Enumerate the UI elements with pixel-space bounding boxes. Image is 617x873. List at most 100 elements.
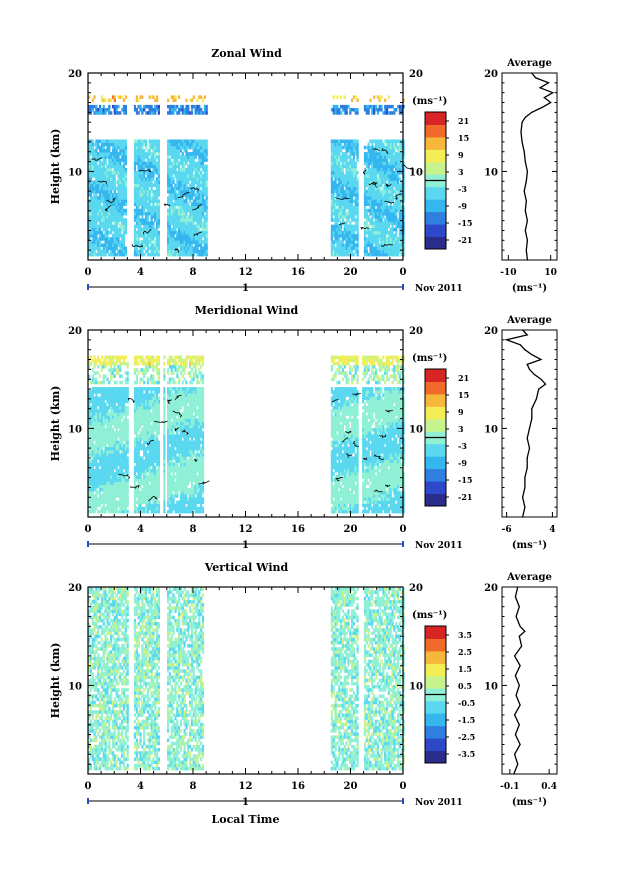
heatmap-cell (334, 183, 337, 188)
heatmap-cell (376, 177, 379, 181)
heatmap-cell (119, 252, 122, 257)
heatmap-cell (172, 158, 175, 162)
heatmap-cell (135, 509, 138, 514)
heatmap-cell (168, 139, 171, 143)
heatmap-cell (352, 164, 356, 169)
heatmap-cell (145, 371, 148, 375)
heatmap-cell (174, 155, 177, 159)
heatmap-cell (343, 230, 346, 235)
heatmap-cell (393, 234, 396, 238)
heatmap-cell (91, 145, 94, 150)
heatmap-cell (369, 161, 372, 166)
heatmap-cell (152, 243, 155, 247)
heatmap-cell (157, 155, 160, 159)
heatmap-cell (97, 462, 100, 467)
heatmap-cell (141, 371, 144, 375)
heatmap-cell (168, 224, 171, 229)
heatmap-cell (176, 139, 179, 143)
heatmap-cell (378, 142, 381, 147)
heatmap-cell (157, 174, 160, 178)
heatmap-cell (179, 196, 183, 200)
heatmap-cell (393, 111, 396, 115)
heatmap-cell (143, 431, 146, 435)
heatmap-cell (373, 174, 376, 178)
heatmap-cell (374, 202, 378, 206)
heatmap-cell (88, 421, 91, 426)
heatmap-cell (373, 199, 376, 203)
heatmap-cell (349, 237, 352, 241)
heatmap-cell (143, 149, 146, 153)
heatmap-cell (106, 205, 109, 210)
heatmap-cell (143, 358, 146, 363)
heatmap-cell (378, 158, 381, 162)
heatmap-cell (334, 161, 337, 166)
heatmap-cell (203, 152, 206, 156)
heatmap-cell (393, 240, 396, 244)
heatmap-cell (111, 509, 115, 514)
heatmap-cell (102, 164, 105, 169)
heatmap-cell (143, 368, 146, 372)
heatmap-cell (122, 487, 126, 492)
heatmap-cell (119, 453, 122, 457)
heatmap-cell (200, 212, 203, 216)
heatmap-cell (89, 415, 92, 419)
heatmap-cell (365, 243, 368, 247)
heatmap-cell (141, 246, 144, 251)
heatmap-cell (102, 387, 105, 391)
heatmap-cell (190, 202, 194, 206)
heatmap-cell (99, 361, 102, 366)
heatmap-cell (374, 155, 378, 159)
heatmap-cell (181, 243, 184, 247)
heatmap-cell (334, 174, 337, 178)
heatmap-cell (135, 491, 138, 495)
heatmap-cell (137, 506, 140, 511)
heatmap-cell (141, 139, 144, 143)
heatmap-cell (113, 497, 116, 501)
heatmap-cell (380, 139, 383, 143)
heatmap-cell (145, 171, 148, 175)
heatmap-cell (139, 472, 142, 476)
heatmap-cell (110, 196, 113, 200)
heatmap-cell (93, 500, 96, 504)
heatmap-cell (384, 164, 387, 169)
heatmap-cell (391, 240, 394, 244)
heatmap-cell (176, 240, 179, 244)
heatmap-cell (167, 183, 170, 188)
heatmap-cell (395, 221, 398, 225)
heatmap-cell (150, 208, 153, 213)
heatmap-cell (137, 440, 140, 445)
heatmap-cell (385, 230, 389, 235)
heatmap-cell (146, 240, 149, 244)
heatmap-cell (183, 221, 186, 225)
heatmap-cell (200, 249, 203, 254)
heatmap-cell (88, 484, 91, 489)
heatmap-cell (99, 174, 102, 178)
heatmap-cell (99, 406, 102, 410)
heatmap-cell (99, 167, 102, 172)
heatmap-cell (181, 164, 184, 169)
heatmap-cell (104, 487, 107, 492)
heatmap-cell (154, 164, 157, 169)
heatmap-cell (137, 509, 140, 514)
heatmap-cell (108, 487, 111, 492)
heatmap-cell (133, 152, 137, 156)
heatmap-cell (110, 199, 113, 203)
heatmap-cell (196, 212, 199, 216)
heatmap-cell (93, 481, 96, 486)
heatmap-cell (141, 145, 144, 150)
heatmap-cell (168, 237, 171, 241)
heatmap-cell (119, 246, 122, 251)
heatmap-cell (190, 193, 194, 197)
heatmap-cell (156, 218, 159, 222)
heatmap-cell (198, 152, 201, 156)
heatmap-cell (365, 155, 368, 159)
heatmap-cell (100, 428, 104, 432)
heatmap-cell (387, 240, 390, 244)
heatmap-cell (179, 246, 183, 251)
heatmap-cell (332, 95, 335, 99)
heatmap-cell (126, 361, 129, 366)
heatmap-cell (106, 497, 109, 501)
heatmap-cell (189, 221, 192, 225)
heatmap-cell (148, 189, 151, 194)
heatmap-cell (179, 202, 183, 206)
